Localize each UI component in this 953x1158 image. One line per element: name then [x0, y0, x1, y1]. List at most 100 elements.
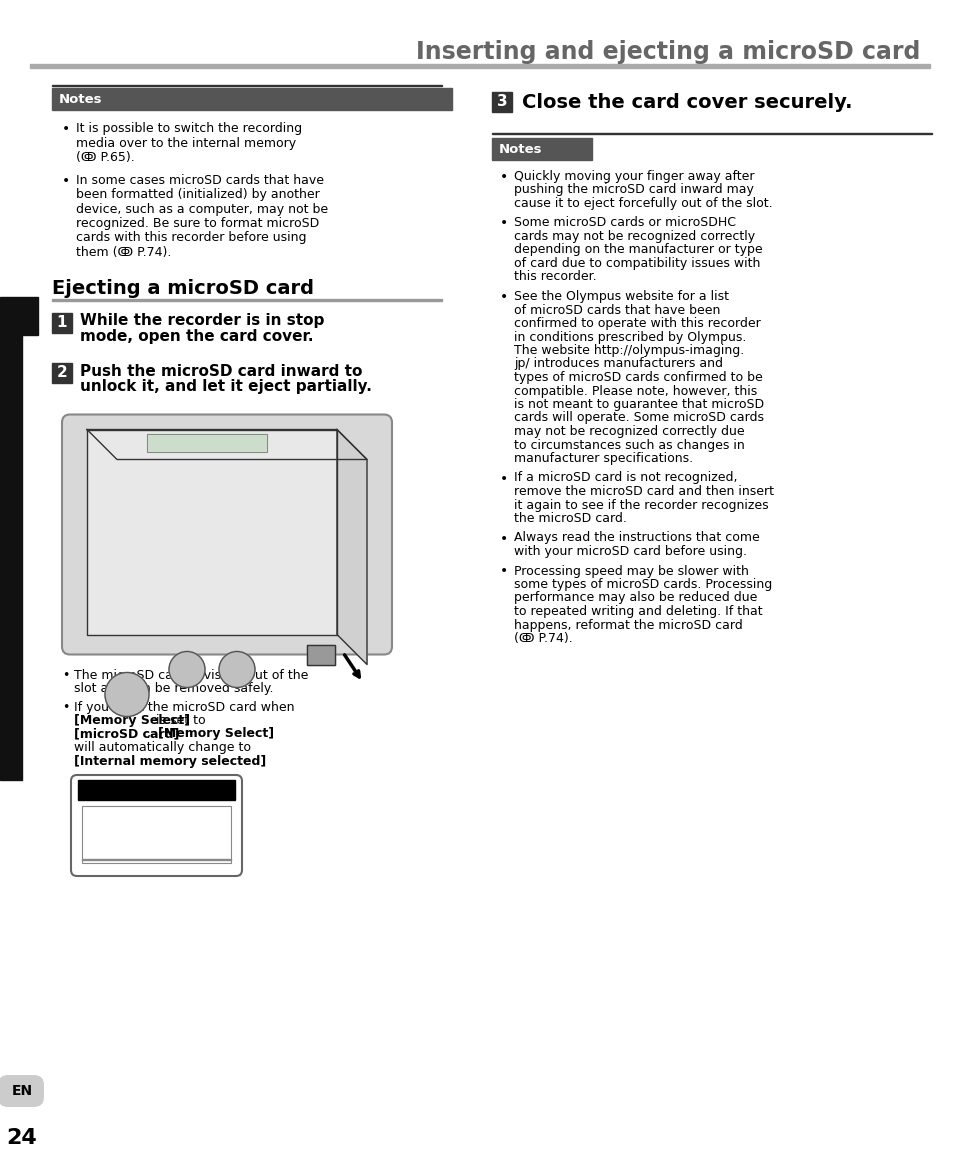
Text: (ↂ P.74).: (ↂ P.74).	[514, 632, 572, 645]
Text: •: •	[62, 701, 70, 713]
Text: manufacturer specifications.: manufacturer specifications.	[514, 452, 693, 466]
Text: It is possible to switch the recording: It is possible to switch the recording	[76, 122, 302, 135]
Bar	[52, 88, 452, 110]
Bar	[307, 645, 335, 665]
FancyBboxPatch shape	[71, 775, 242, 875]
Text: •: •	[62, 668, 70, 682]
Text: The website http://olympus-imaging.: The website http://olympus-imaging.	[514, 344, 743, 357]
Text: cards will operate. Some microSD cards: cards will operate. Some microSD cards	[514, 411, 763, 425]
Text: in conditions prescribed by Olympus.: in conditions prescribed by Olympus.	[514, 330, 745, 344]
Bar	[52, 362, 71, 382]
Text: If a microSD card is not recognized,: If a microSD card is not recognized,	[514, 471, 737, 484]
Text: it again to see if the recorder recognizes: it again to see if the recorder recogniz…	[514, 498, 768, 512]
Text: 1: 1	[11, 306, 27, 327]
Text: •: •	[499, 532, 508, 545]
Bar	[307, 645, 335, 665]
Text: ,: ,	[147, 727, 155, 740]
Text: Push the microSD card inward to: Push the microSD card inward to	[80, 364, 362, 379]
Text: [Memory Select]: [Memory Select]	[157, 727, 274, 740]
Text: media over to the internal memory: media over to the internal memory	[76, 137, 295, 149]
Text: Inserting and ejecting a microSD card: Inserting and ejecting a microSD card	[416, 41, 919, 64]
Text: •: •	[499, 290, 508, 305]
Text: •: •	[499, 217, 508, 230]
Bar	[492, 91, 512, 112]
Circle shape	[219, 652, 254, 688]
Text: of card due to compatibility issues with: of card due to compatibility issues with	[514, 257, 760, 270]
Text: with your microSD card before using.: with your microSD card before using.	[514, 545, 746, 558]
Text: performance may also be reduced due: performance may also be reduced due	[514, 592, 757, 604]
Text: [microSD card]: [microSD card]	[74, 727, 179, 740]
Text: some types of microSD cards. Processing: some types of microSD cards. Processing	[514, 578, 771, 591]
Bar	[52, 299, 441, 300]
Text: cards with this recorder before using: cards with this recorder before using	[76, 232, 306, 244]
Bar	[82, 806, 231, 863]
Text: will automatically change to: will automatically change to	[74, 741, 251, 754]
Text: [Memory Select]: [Memory Select]	[74, 714, 190, 727]
Text: to circumstances such as changes in: to circumstances such as changes in	[514, 439, 744, 452]
FancyBboxPatch shape	[0, 1075, 44, 1107]
Text: happens, reformat the microSD card: happens, reformat the microSD card	[514, 618, 742, 631]
Bar	[30, 64, 929, 68]
Text: Some microSD cards or microSDHC: Some microSD cards or microSDHC	[514, 217, 735, 229]
Text: •: •	[499, 170, 508, 184]
Text: mode, open the card cover.: mode, open the card cover.	[80, 330, 314, 344]
Text: EN: EN	[11, 1084, 32, 1098]
Text: Notes: Notes	[59, 93, 102, 107]
Text: •: •	[499, 471, 508, 485]
Text: remove the microSD card and then insert: remove the microSD card and then insert	[514, 485, 773, 498]
Text: •: •	[62, 122, 71, 135]
Text: depending on the manufacturer or type: depending on the manufacturer or type	[514, 243, 761, 257]
Text: unlock it, and let it eject partially.: unlock it, and let it eject partially.	[80, 380, 372, 395]
Text: device, such as a computer, may not be: device, such as a computer, may not be	[76, 203, 328, 215]
Bar	[52, 85, 441, 86]
Bar	[492, 138, 592, 160]
Text: If you eject the microSD card when: If you eject the microSD card when	[74, 701, 294, 713]
Text: to repeated writing and deleting. If that: to repeated writing and deleting. If tha…	[514, 604, 761, 618]
Text: jp/ introduces manufacturers and: jp/ introduces manufacturers and	[514, 358, 722, 371]
FancyBboxPatch shape	[62, 415, 392, 654]
Bar	[0, 296, 38, 335]
Text: Ejecting a microSD card: Ejecting a microSD card	[52, 279, 314, 298]
Text: Always read the instructions that come: Always read the instructions that come	[514, 532, 759, 544]
Text: 2: 2	[56, 365, 68, 380]
Polygon shape	[87, 430, 336, 635]
Circle shape	[169, 652, 205, 688]
Text: Internal memory: Internal memory	[106, 826, 207, 836]
Text: Inserting and ejecting a microSD card: Inserting and ejecting a microSD card	[6, 468, 16, 652]
Text: the microSD card.: the microSD card.	[514, 512, 626, 525]
Text: compatible. Please note, however, this: compatible. Please note, however, this	[514, 384, 757, 397]
Text: Processing speed may be slower with: Processing speed may be slower with	[514, 564, 748, 578]
Text: 3: 3	[497, 95, 507, 110]
Text: See the Olympus website for a list: See the Olympus website for a list	[514, 290, 728, 303]
Text: is set to: is set to	[152, 714, 206, 727]
Text: may not be recognized correctly due: may not be recognized correctly due	[514, 425, 744, 438]
Bar	[52, 313, 71, 332]
Text: Quickly moving your finger away after: Quickly moving your finger away after	[514, 170, 754, 183]
Text: •: •	[499, 564, 508, 579]
Text: of microSD cards that have been: of microSD cards that have been	[514, 303, 720, 316]
Text: is not meant to guarantee that microSD: is not meant to guarantee that microSD	[514, 398, 763, 411]
Text: IN: IN	[82, 785, 93, 796]
Text: 1: 1	[56, 315, 67, 330]
Bar	[147, 433, 267, 452]
Text: cards may not be recognized correctly: cards may not be recognized correctly	[514, 230, 755, 243]
Polygon shape	[336, 430, 367, 665]
Text: 24: 24	[7, 1128, 37, 1148]
Text: .: .	[210, 755, 213, 768]
Polygon shape	[87, 430, 367, 460]
Bar	[78, 780, 234, 800]
Text: Close the card cover securely.: Close the card cover securely.	[521, 93, 852, 112]
Bar	[492, 132, 931, 134]
Text: (ↂ P.65).: (ↂ P.65).	[76, 151, 134, 164]
Text: Notes: Notes	[498, 142, 542, 156]
Text: them (ↂ P.74).: them (ↂ P.74).	[76, 245, 172, 259]
Bar	[147, 433, 267, 452]
Text: types of microSD cards confirmed to be: types of microSD cards confirmed to be	[514, 371, 762, 384]
Text: selected: selected	[130, 840, 183, 850]
Text: N◼III: N◼III	[204, 785, 231, 794]
Text: this recorder.: this recorder.	[514, 271, 596, 284]
Text: cause it to eject forcefully out of the slot.: cause it to eject forcefully out of the …	[514, 197, 772, 210]
Text: confirmed to operate with this recorder: confirmed to operate with this recorder	[514, 317, 760, 330]
Text: recognized. Be sure to format microSD: recognized. Be sure to format microSD	[76, 217, 319, 230]
Text: [Internal memory selected]: [Internal memory selected]	[74, 755, 266, 768]
